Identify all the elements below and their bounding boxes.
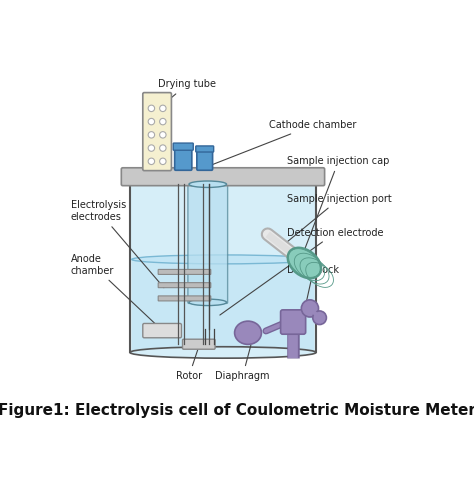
Polygon shape (132, 259, 314, 351)
Ellipse shape (235, 321, 262, 344)
FancyBboxPatch shape (188, 183, 228, 303)
Circle shape (148, 132, 155, 138)
Polygon shape (130, 181, 316, 353)
FancyBboxPatch shape (173, 143, 193, 150)
Circle shape (160, 118, 166, 125)
Circle shape (313, 311, 327, 325)
Text: Detection electrode: Detection electrode (220, 227, 384, 315)
FancyBboxPatch shape (121, 168, 325, 185)
FancyBboxPatch shape (281, 310, 306, 334)
Text: Sample injection port: Sample injection port (284, 194, 392, 244)
Circle shape (148, 118, 155, 125)
Circle shape (160, 105, 166, 112)
Text: Drain cock: Drain cock (287, 265, 339, 312)
Text: Rotor: Rotor (176, 350, 202, 381)
Circle shape (160, 132, 166, 138)
Text: Figure1: Electrolysis cell of Coulometric Moisture Meter: Figure1: Electrolysis cell of Coulometri… (0, 403, 474, 418)
FancyBboxPatch shape (174, 148, 192, 170)
Text: Drying tube: Drying tube (158, 79, 216, 107)
Circle shape (160, 145, 166, 151)
FancyBboxPatch shape (143, 324, 182, 338)
Ellipse shape (288, 248, 321, 278)
Text: Cathode chamber: Cathode chamber (210, 120, 357, 165)
Text: Anode
chamber: Anode chamber (71, 254, 160, 328)
Ellipse shape (189, 299, 227, 306)
Circle shape (148, 105, 155, 112)
Circle shape (148, 158, 155, 165)
Circle shape (301, 300, 319, 317)
Text: Electrolysis
electrodes: Electrolysis electrodes (71, 200, 164, 288)
FancyBboxPatch shape (158, 270, 211, 274)
Circle shape (148, 145, 155, 151)
Text: Diaphragm: Diaphragm (215, 345, 270, 381)
FancyBboxPatch shape (196, 146, 214, 152)
FancyBboxPatch shape (182, 339, 215, 349)
FancyBboxPatch shape (143, 93, 172, 170)
FancyBboxPatch shape (158, 296, 211, 301)
FancyBboxPatch shape (197, 150, 212, 170)
Ellipse shape (189, 181, 227, 187)
Text: Sample injection cap: Sample injection cap (287, 156, 390, 257)
Circle shape (160, 158, 166, 165)
FancyBboxPatch shape (158, 283, 211, 288)
Ellipse shape (132, 255, 314, 264)
Ellipse shape (130, 347, 316, 358)
